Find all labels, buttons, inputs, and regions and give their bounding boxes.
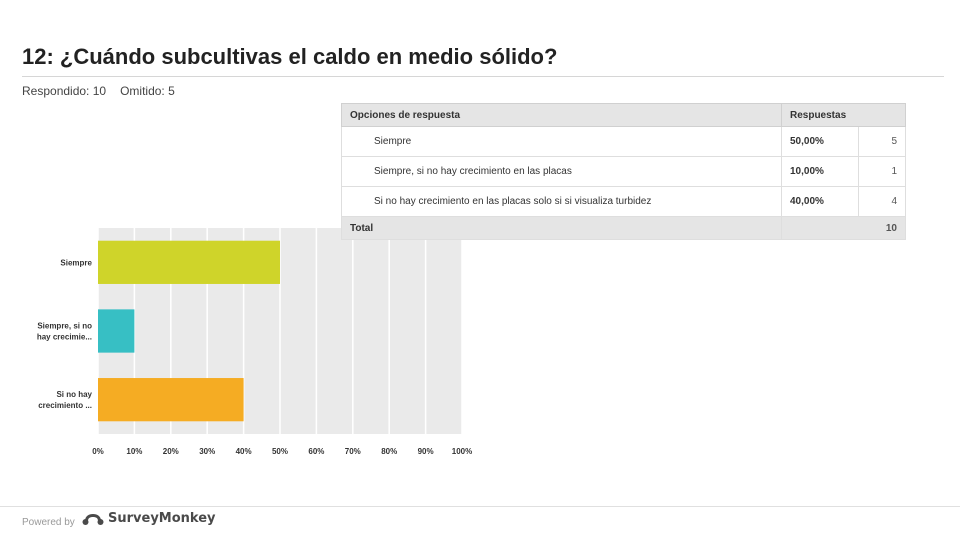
- table-row: Siempre 50,00% 5: [341, 126, 906, 157]
- category-label: hay crecimie...: [37, 333, 92, 342]
- x-tick-label: 90%: [418, 447, 434, 456]
- category-label: Si no hay: [56, 390, 92, 399]
- chart-category-labels: Siempre Siempre, si no hay crecimie... Si n…: [37, 258, 93, 410]
- x-tick-label: 20%: [163, 447, 179, 456]
- option-label: Si no hay crecimiento en las placas solo…: [341, 186, 782, 217]
- chart-x-ticks: 0% 10% 20% 30% 40% 50% 60% 70% 80% 90% 100%: [92, 447, 472, 456]
- option-percent: 10,00%: [781, 156, 859, 187]
- table-row: Si no hay crecimiento en las placas solo…: [341, 186, 906, 217]
- response-table: Opciones de respuesta Respuestas Siempre…: [341, 103, 906, 240]
- x-tick-label: 70%: [345, 447, 361, 456]
- option-count: 4: [858, 186, 906, 217]
- monkey-logo-icon: [82, 513, 104, 525]
- surveymonkey-logo: SurveyMonkey: [82, 511, 216, 526]
- brand-name: SurveyMonkey: [108, 511, 216, 526]
- bar: [98, 240, 280, 284]
- column-header-option: Opciones de respuesta: [341, 103, 782, 127]
- table-header-row: Opciones de respuesta Respuestas: [341, 103, 906, 127]
- x-tick-label: 60%: [308, 447, 324, 456]
- bar: [98, 378, 244, 422]
- total-value: 10: [781, 216, 906, 240]
- option-label: Siempre, si no hay crecimiento en las pl…: [341, 156, 782, 187]
- x-tick-label: 40%: [236, 447, 252, 456]
- x-tick-label: 80%: [381, 447, 397, 456]
- question-title: 12: ¿Cuándo subcultivas el caldo en medi…: [22, 44, 558, 69]
- option-count: 1: [858, 156, 906, 187]
- category-label: Siempre, si no: [37, 322, 92, 331]
- option-percent: 40,00%: [781, 186, 859, 217]
- footer-divider: [0, 506, 960, 507]
- table-row: Siempre, si no hay crecimiento en las pl…: [341, 156, 906, 187]
- option-label: Siempre: [341, 126, 782, 157]
- x-tick-label: 30%: [199, 447, 215, 456]
- bar: [98, 309, 135, 353]
- column-header-responses: Respuestas: [781, 103, 906, 127]
- option-count: 5: [858, 126, 906, 157]
- option-percent: 50,00%: [781, 126, 859, 157]
- powered-by-text: Powered by: [22, 517, 75, 528]
- x-tick-label: 50%: [272, 447, 288, 456]
- response-stats: Respondido: 10 Omitido: 5: [22, 84, 175, 98]
- x-tick-label: 10%: [126, 447, 142, 456]
- total-label: Total: [341, 216, 782, 240]
- category-label: crecimiento ...: [38, 401, 92, 410]
- answered-count: Respondido: 10: [22, 84, 107, 98]
- skipped-count: Omitido: 5: [120, 84, 175, 98]
- x-tick-label: 100%: [452, 447, 472, 456]
- title-divider: [22, 76, 944, 77]
- chart-bars: [98, 240, 280, 422]
- table-total-row: Total 10: [341, 216, 906, 240]
- x-tick-label: 0%: [92, 447, 104, 456]
- category-label: Siempre: [60, 258, 92, 267]
